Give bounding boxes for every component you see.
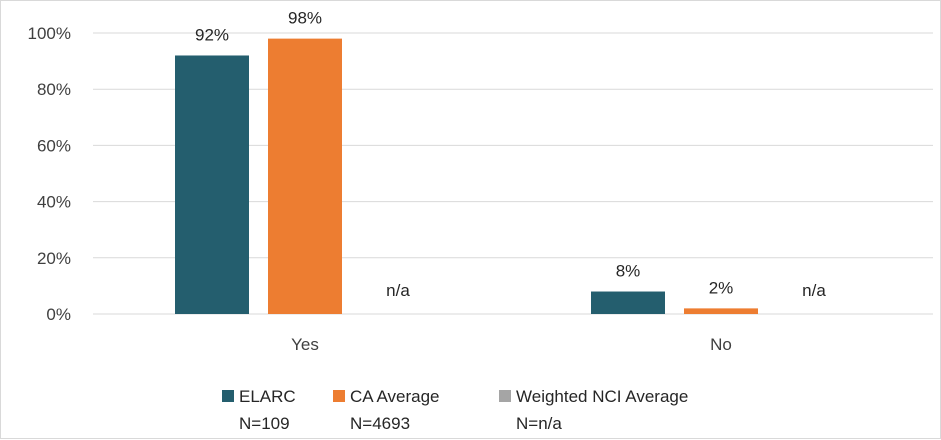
data-label: 92% [195,25,229,44]
y-tick-label: 20% [37,249,71,268]
y-tick-label: 60% [37,136,71,155]
y-tick-label: 40% [37,193,71,212]
bar-ca-average [684,308,758,314]
legend-sample-size: N=4693 [350,414,410,433]
legend-sample-size: N=n/a [516,414,562,433]
data-label: 2% [709,278,734,297]
data-label: n/a [802,281,826,300]
bar-ca-average [268,38,342,315]
x-tick-label: Yes [291,335,319,354]
bar-elarc [591,291,665,314]
y-tick-label: 0% [46,305,71,324]
legend-sample-size: N=109 [239,414,290,433]
bar-elarc [175,55,249,314]
data-label: n/a [386,281,410,300]
legend-swatch [222,390,234,402]
data-label: 98% [288,9,322,28]
legend-label: CA Average [350,387,439,406]
y-tick-label: 80% [37,80,71,99]
y-tick-label: 100% [28,24,71,43]
legend-label: Weighted NCI Average [516,387,688,406]
legend-swatch [499,390,511,402]
legend-label: ELARC [239,387,296,406]
data-label: 8% [616,262,641,281]
x-tick-label: No [710,335,732,354]
legend-swatch [333,390,345,402]
